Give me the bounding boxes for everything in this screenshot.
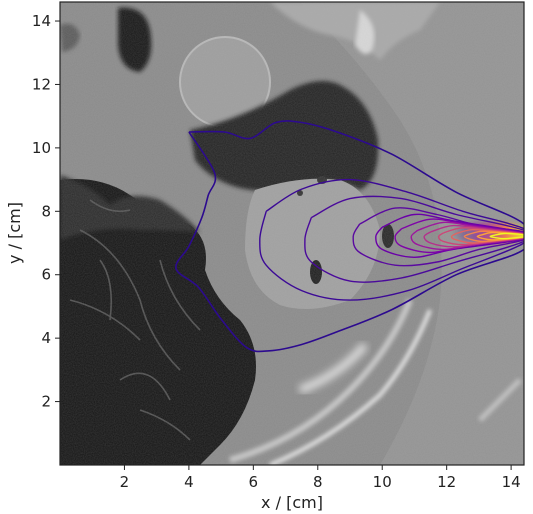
x-axis-label: x / [cm]: [261, 493, 323, 512]
contour-line-5: [375, 213, 524, 259]
y-tick-label: 6: [41, 266, 51, 284]
ct-background: [60, 2, 524, 465]
contour-line-1: [175, 120, 524, 353]
contour-line-13: [489, 232, 524, 240]
plot-frame: [59, 1, 525, 466]
x-tick-label: 10: [373, 473, 392, 491]
dose-contours: [175, 120, 524, 353]
y-tick-label: 8: [41, 202, 51, 220]
y-tick-label: 12: [32, 75, 51, 93]
y-axis-ticks: 2 4 6 8 10 12 14: [32, 12, 60, 411]
x-tick-label: 6: [249, 473, 259, 491]
x-axis-ticks: 2 4 6 8 10 12 14: [120, 465, 521, 491]
y-tick-label: 14: [32, 12, 51, 30]
x-tick-label: 8: [313, 473, 323, 491]
contour-line-4: [352, 207, 524, 267]
y-tick-label: 2: [41, 393, 51, 411]
x-tick-label: 4: [184, 473, 194, 491]
y-axis-label: y / [cm]: [5, 202, 24, 264]
y-tick-label: 4: [41, 329, 51, 347]
contour-line-3: [304, 195, 524, 283]
x-tick-label: 14: [502, 473, 521, 491]
x-tick-label: 12: [437, 473, 456, 491]
x-tick-label: 2: [120, 473, 130, 491]
contour-line-2: [259, 178, 524, 301]
y-tick-label: 10: [32, 139, 51, 157]
